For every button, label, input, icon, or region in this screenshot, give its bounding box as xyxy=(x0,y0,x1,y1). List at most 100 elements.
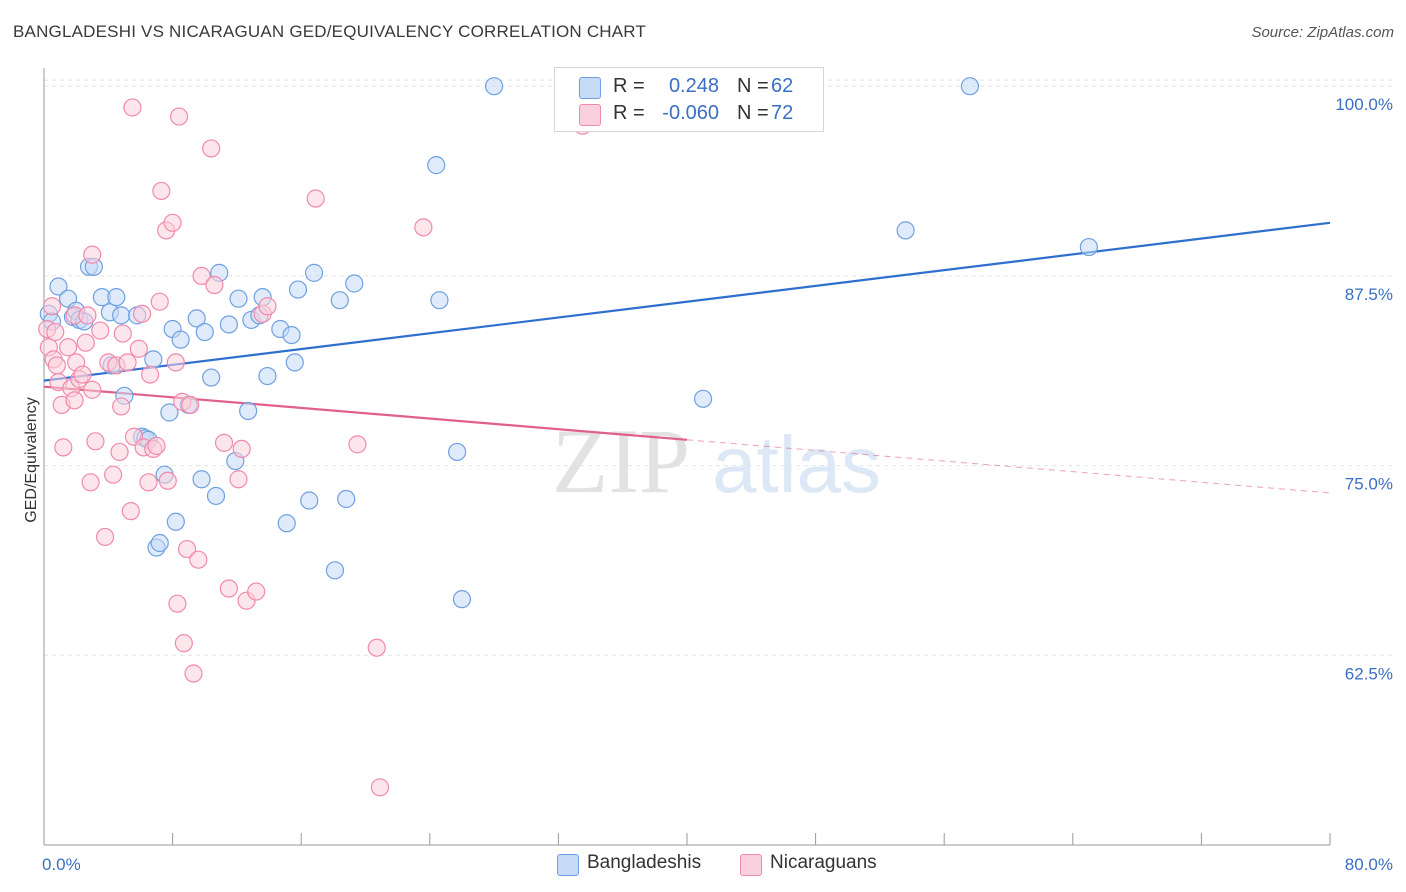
chart-title: BANGLADESHI VS NICARAGUAN GED/EQUIVALENC… xyxy=(13,22,647,41)
stats-row-bangladeshis: R = 0.248 N = 62 xyxy=(555,73,823,101)
nicaraguans-point xyxy=(91,321,110,340)
nicaraguans-point xyxy=(166,353,185,372)
n-value: 72 xyxy=(771,102,794,124)
y-tick-label: 62.5% xyxy=(1345,664,1393,683)
bangladeshis-point xyxy=(160,403,179,422)
bangladeshis-point xyxy=(288,280,308,299)
trend-lines xyxy=(43,221,1331,494)
source-label: Source: ZipAtlas.com xyxy=(1251,24,1394,41)
bangladeshis-point xyxy=(345,274,364,293)
nicaraguans-point xyxy=(202,139,221,158)
nicaraguans-point xyxy=(112,397,131,416)
nicaraguans-point xyxy=(229,470,248,489)
bangladeshis-point xyxy=(195,322,214,342)
bangladeshis-point xyxy=(300,491,319,510)
nicaraguans-point xyxy=(86,432,105,451)
bangladeshis-point xyxy=(693,389,713,408)
nicaraguans-point xyxy=(139,473,158,492)
x-tick-label: 80.0% xyxy=(1345,855,1393,874)
nicaraguans-point xyxy=(184,664,203,683)
nicaraguans-point xyxy=(367,638,386,657)
nicaraguans-point xyxy=(152,181,171,201)
nicaraguans-point xyxy=(414,218,433,237)
nicaraguans-point xyxy=(59,338,78,357)
nicaraguans-point xyxy=(247,582,266,601)
nicaraguans-point xyxy=(150,292,169,311)
nicaraguans-point xyxy=(110,442,129,462)
bangladeshis-point xyxy=(112,306,131,325)
nicaraguans-point xyxy=(95,527,115,547)
bangladeshis-point xyxy=(202,368,221,387)
nicaraguans-point xyxy=(189,550,208,569)
stats-row-nicaraguans: R = -0.060 N = 72 xyxy=(555,100,823,128)
r-value: -0.060 xyxy=(662,102,719,124)
nicaraguans-point xyxy=(83,245,102,264)
y-tick-label: 75.0% xyxy=(1345,475,1393,494)
bangladeshis-point xyxy=(277,514,296,533)
bangladeshis-point xyxy=(452,590,472,609)
nicaraguans-point xyxy=(140,365,160,384)
nicaraguans-point xyxy=(370,778,390,797)
bangladeshis-point xyxy=(239,401,258,421)
nicaraguans-point xyxy=(65,391,84,410)
n-label: N = xyxy=(737,75,769,97)
r-label: R = xyxy=(613,102,645,124)
n-value: 62 xyxy=(771,75,794,97)
bangladeshis-trend-line xyxy=(43,221,1331,382)
bangladeshis-point xyxy=(325,561,345,580)
legend-label: Nicaraguans xyxy=(770,852,877,873)
n-label: N = xyxy=(737,102,769,124)
bangladeshis-point xyxy=(1079,237,1098,257)
nicaraguans-point xyxy=(78,306,97,325)
nicaraguans-point xyxy=(76,333,95,352)
nicaraguans-point xyxy=(118,353,137,372)
bangladeshis-point xyxy=(304,263,324,282)
watermark: ZIP atlas xyxy=(552,410,881,512)
bangladeshis-point xyxy=(229,289,248,308)
watermark-atlas: atlas xyxy=(712,420,881,509)
nicaraguans-point xyxy=(121,502,140,521)
bangladeshis-point xyxy=(107,288,126,307)
nicaraguans-trend-extension xyxy=(686,439,1331,494)
x-tick-label: 0.0% xyxy=(42,855,81,874)
y-tick-label: 87.5% xyxy=(1345,285,1393,304)
nicaraguans-point xyxy=(163,213,182,232)
bangladeshis-point xyxy=(144,350,163,369)
nicaraguans-point xyxy=(104,465,123,484)
bangladeshis-point xyxy=(150,533,169,553)
nicaraguans-point xyxy=(42,297,62,316)
series-legend: Bangladeshis Nicaraguans xyxy=(0,852,1406,880)
data-points xyxy=(38,77,1098,797)
bangladeshis-point xyxy=(427,156,446,175)
nicaraguans-point xyxy=(147,436,166,455)
y-axis-label: GED/Equivalency xyxy=(23,397,40,522)
bangladeshis-point xyxy=(430,291,449,310)
y-tick-label: 100.0% xyxy=(1335,95,1393,114)
x-ticks xyxy=(43,833,1331,845)
legend-label: Bangladeshis xyxy=(587,852,702,873)
nicaraguans-point xyxy=(214,433,234,452)
stats-legend: R = 0.248 N = 62 R = -0.060 N = 72 xyxy=(554,67,824,132)
r-value: 0.248 xyxy=(668,75,719,97)
bangladeshis-point xyxy=(896,221,915,240)
nicaraguans-point xyxy=(123,98,142,117)
nicaraguans-point xyxy=(132,304,152,323)
bangladeshis-point xyxy=(192,470,211,489)
nicaraguans-point xyxy=(54,438,73,457)
nicaraguans-point xyxy=(192,266,211,286)
bangladeshis-point xyxy=(206,486,226,506)
bangladeshis-point xyxy=(330,291,349,310)
nicaraguans-point xyxy=(113,324,132,343)
bangladeshis-point xyxy=(282,325,301,345)
nicaraguans-point xyxy=(258,297,277,316)
y-tick-labels: 100.0% 87.5% 75.0% 62.5% xyxy=(1335,95,1393,683)
nicaraguans-point xyxy=(168,594,187,613)
nicaraguans-point xyxy=(174,634,193,653)
nicaraguans-point xyxy=(219,579,238,598)
bangladeshis-point xyxy=(187,309,206,328)
bangladeshis-point xyxy=(448,442,467,462)
bangladeshis-point xyxy=(49,277,68,296)
nicaraguans-trend-line xyxy=(43,385,688,441)
bangladeshis-legend-swatch xyxy=(557,854,579,876)
